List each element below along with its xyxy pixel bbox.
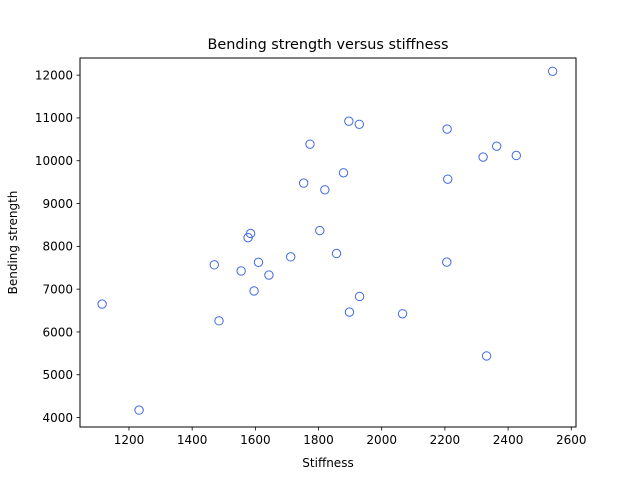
x-axis-ticks: 1200 1400 1600 1800 2000 2200 2400 2600 [114, 427, 587, 447]
x-tick-label: 1200 [114, 433, 145, 447]
scatter-point [354, 291, 365, 302]
y-tick-label: 5000 [42, 368, 73, 382]
x-tick-label: 1800 [303, 433, 334, 447]
scatter-point [249, 286, 259, 296]
x-tick-label: 2400 [493, 433, 524, 447]
x-tick-label: 1400 [177, 433, 208, 447]
scatter-point [511, 150, 521, 161]
y-tick-label: 10000 [35, 154, 73, 168]
x-tick-label: 1600 [240, 433, 271, 447]
scatter-point [134, 405, 144, 415]
scatter-point [492, 141, 502, 151]
scatter-point [478, 152, 488, 162]
y-tick-label: 12000 [35, 68, 73, 82]
y-axis-label: Bending strength [6, 191, 20, 295]
scatter-point [209, 260, 219, 270]
chart-title: Bending strength versus stiffness [208, 37, 449, 53]
scatter-point [442, 124, 452, 134]
scatter-point [214, 316, 224, 326]
scatter-point [286, 252, 296, 262]
y-axis-ticks: 4000 5000 6000 7000 8000 9000 10000 11000 12000 [35, 68, 80, 425]
y-tick-label: 9000 [42, 197, 73, 211]
scatter-point [481, 351, 492, 361]
scatter-point [97, 299, 107, 309]
scatter-point [442, 257, 452, 267]
scatter-point [397, 309, 408, 319]
x-tick-label: 2000 [366, 433, 397, 447]
scatter-point [354, 119, 364, 129]
scatter-point [236, 266, 246, 276]
x-axis-label: Stiffness [302, 456, 353, 470]
y-tick-label: 6000 [42, 325, 73, 339]
plot-area-frame [79, 57, 577, 428]
scatter-point [245, 228, 256, 239]
scatter-point [331, 248, 342, 259]
scatter-point [264, 270, 274, 280]
scatter-point [338, 168, 349, 178]
scatter-point [443, 174, 453, 184]
scatter-point [253, 257, 264, 267]
scatter-point [305, 139, 315, 149]
scatter-point [344, 116, 354, 126]
scatter-point [547, 66, 558, 76]
scatter-point [344, 307, 355, 317]
x-tick-label: 2600 [556, 433, 587, 447]
scatter-point [315, 225, 325, 236]
scatter-point [320, 185, 330, 195]
y-tick-label: 7000 [42, 282, 73, 296]
y-tick-label: 8000 [42, 240, 73, 254]
scatter-point [298, 178, 309, 188]
y-tick-label: 11000 [35, 111, 73, 125]
x-tick-label: 2200 [430, 433, 461, 447]
y-tick-label: 4000 [42, 411, 73, 425]
data-points [97, 66, 558, 415]
